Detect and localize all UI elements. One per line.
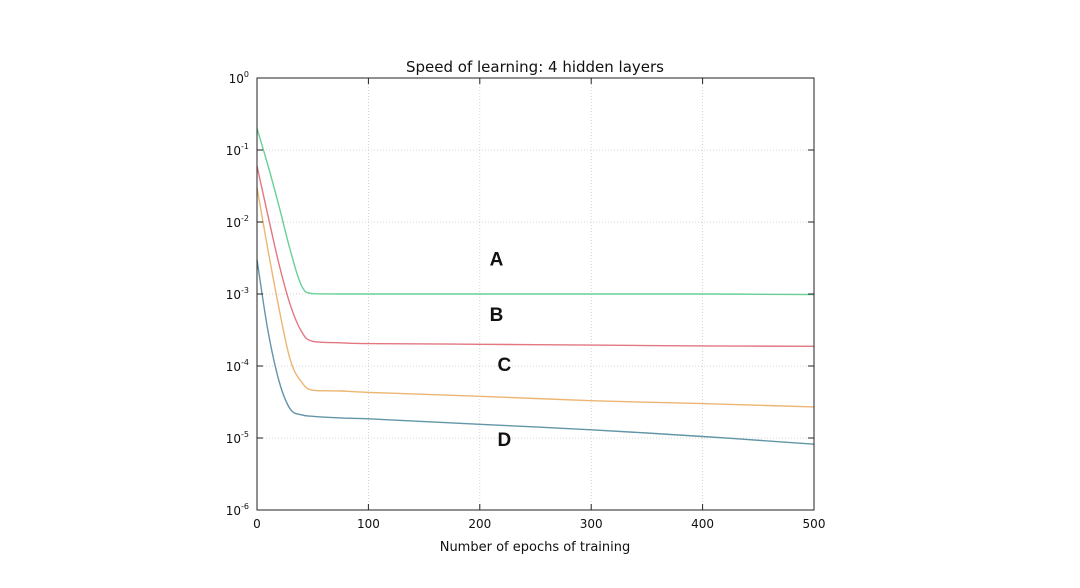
x-tick-label: 400: [691, 517, 714, 531]
y-tick-label: 100: [229, 70, 249, 86]
x-tick-label: 200: [468, 517, 491, 531]
y-tick-label: 10-1: [226, 142, 249, 158]
chart-title: Speed of learning: 4 hidden layers: [406, 58, 664, 76]
annotation-c: C: [497, 355, 511, 376]
y-tick-label: 10-3: [226, 286, 249, 302]
y-tick-label: 10-4: [226, 358, 249, 374]
y-tick-label: 10-2: [226, 214, 249, 230]
series-lines: [256, 128, 815, 445]
x-tick-label: 0: [253, 517, 261, 531]
series-line-c: [256, 187, 815, 408]
annotations: A B C D: [490, 249, 512, 450]
annotation-b: B: [490, 305, 504, 326]
x-tick-label: 300: [580, 517, 603, 531]
annotation-d: D: [497, 430, 511, 451]
x-tick-label: 100: [357, 517, 380, 531]
annotation-a: A: [490, 249, 504, 270]
y-axis: 100 10-1 10-2 10-3 10-4 10-5 10-6: [226, 70, 814, 518]
x-tick-label: 500: [803, 517, 826, 531]
x-axis: 0 100 200 300 400 500: [253, 78, 825, 531]
series-line-a: [256, 128, 815, 296]
y-tick-label: 10-5: [226, 430, 249, 446]
x-axis-label: Number of epochs of training: [440, 540, 631, 555]
y-tick-label: 10-6: [226, 502, 249, 518]
series-line-d: [256, 259, 815, 445]
series-line-b: [256, 165, 815, 347]
